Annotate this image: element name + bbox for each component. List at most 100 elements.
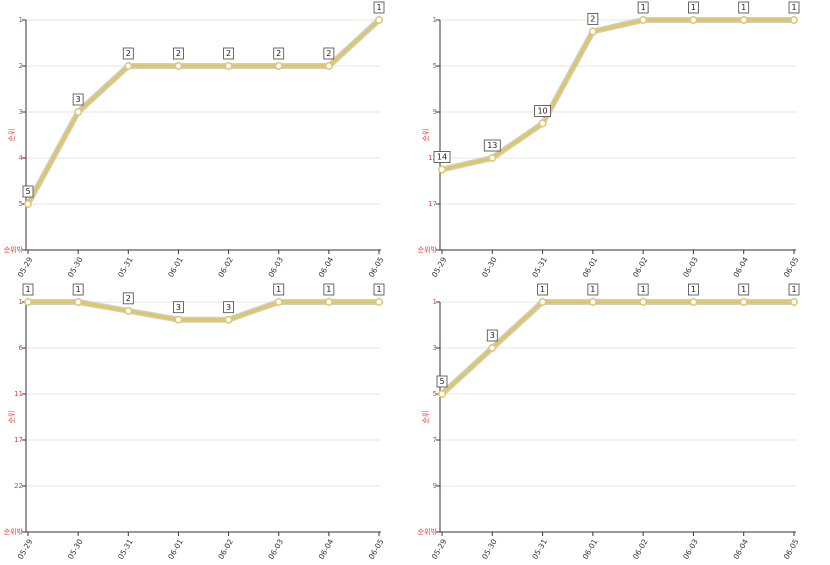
point	[224, 315, 233, 324]
point	[639, 298, 648, 306]
value-label: 1	[326, 285, 331, 294]
x-tick-label: 05-31	[116, 255, 135, 279]
y-tick-label: 1	[433, 16, 437, 24]
point	[689, 298, 698, 306]
x-tick-label: 05-30	[480, 255, 499, 279]
y-tick-label: 1	[19, 298, 23, 306]
point	[324, 62, 333, 70]
value-label-box	[738, 1, 750, 14]
chart-panel: 1 2 3 4 5 순위밖 순위 05-29 05-30 05-31 06-01 06-02 06-03…	[4, 1, 386, 279]
value-label-box	[223, 301, 234, 314]
value-label: 5	[25, 187, 30, 196]
value-label: 1	[741, 285, 746, 294]
series-line	[440, 300, 794, 396]
point	[74, 298, 83, 306]
value-label: 13	[487, 141, 497, 150]
y-tick-label: 5	[19, 200, 23, 208]
x-tick-label: 06-02	[631, 537, 650, 561]
chart-panel: 1 5 9 13 17 순위밖 순위 05-29 05-30 05-31 06-01 06-02 06-…	[418, 1, 801, 279]
value-label: 2	[226, 49, 231, 58]
point	[274, 62, 283, 70]
series-line	[28, 300, 379, 322]
point	[639, 16, 648, 24]
value-label: 1	[25, 285, 30, 294]
x-tick-label: 05-29	[16, 537, 35, 561]
x-tick-label: 06-03	[681, 255, 700, 279]
value-label: 1	[691, 3, 696, 12]
y-tick-label: 5	[433, 390, 437, 398]
y-tick-label: 1	[19, 16, 23, 24]
value-label-box	[537, 283, 548, 296]
x-tick-label: 06-05	[782, 537, 801, 561]
value-label-box	[22, 185, 34, 198]
value-label-box	[323, 47, 335, 60]
x-tick-label: 06-03	[681, 537, 700, 561]
point	[739, 298, 748, 306]
value-label: 1	[276, 285, 281, 294]
x-tick-label: 05-29	[430, 537, 449, 561]
value-label: 1	[641, 285, 646, 294]
x-tick-label: 05-31	[530, 255, 549, 279]
value-label-box	[72, 283, 84, 296]
value-label-box	[122, 292, 134, 305]
y-tick-label: 11	[14, 390, 23, 398]
x-tick-label: 06-03	[266, 255, 285, 279]
point	[124, 306, 133, 315]
x-tick-label: 05-31	[530, 537, 549, 561]
y-axis-label: 순위	[8, 411, 16, 424]
y-tick-label: 7	[433, 436, 437, 444]
value-label: 2	[126, 49, 131, 58]
point	[790, 298, 798, 306]
point	[588, 27, 597, 36]
y-tick-label: 순위밖	[418, 245, 438, 254]
y-tick-label: 22	[14, 482, 23, 490]
series-line	[441, 18, 794, 172]
point	[588, 298, 597, 306]
value-label-box	[22, 283, 34, 296]
point	[24, 200, 32, 208]
x-tick-label: 06-01	[166, 255, 185, 279]
value-label-box	[486, 329, 498, 342]
value-label: 1	[691, 285, 696, 294]
value-label: 5	[439, 377, 444, 386]
point	[174, 62, 183, 70]
y-tick-label: 17	[14, 436, 23, 444]
x-tick-label: 06-05	[367, 537, 386, 561]
y-axis-label: 순위	[422, 411, 430, 424]
value-label: 1	[540, 285, 545, 294]
x-tick-label: 06-03	[266, 537, 285, 561]
point	[74, 108, 83, 116]
x-tick-label: 05-30	[66, 255, 85, 279]
point	[375, 298, 383, 306]
point	[174, 315, 183, 324]
value-label: 2	[126, 294, 131, 303]
value-label-box	[587, 283, 599, 296]
value-label-box	[637, 1, 649, 14]
value-label-box	[436, 375, 448, 388]
value-label-box	[688, 283, 699, 296]
series-line	[26, 18, 381, 205]
value-label: 1	[741, 3, 746, 12]
point	[739, 16, 748, 24]
x-tick-label: 06-04	[317, 255, 336, 279]
value-label-box	[173, 47, 184, 60]
y-tick-label: 3	[433, 344, 437, 352]
value-label: 2	[176, 49, 181, 58]
y-tick-label: 13	[428, 154, 437, 162]
y-tick-label: 6	[19, 344, 24, 352]
x-tick-label: 06-01	[166, 537, 185, 561]
value-label-box	[373, 283, 385, 296]
value-label: 14	[437, 153, 447, 162]
x-tick-label: 06-02	[216, 255, 235, 279]
x-tick-label: 05-30	[66, 537, 85, 561]
value-label: 1	[76, 285, 81, 294]
value-label-box	[587, 13, 599, 25]
value-label-box	[483, 139, 501, 152]
x-tick-label: 06-04	[731, 537, 750, 561]
value-label-box	[534, 105, 551, 117]
y-tick-label: 순위밖	[4, 527, 24, 536]
value-label: 10	[537, 107, 547, 116]
chart-panel: 1 3 5 7 9 순위밖 순위 05-29 05-30 05-31 06-01 06-02 06-03…	[418, 283, 801, 561]
value-label-box	[738, 283, 750, 296]
